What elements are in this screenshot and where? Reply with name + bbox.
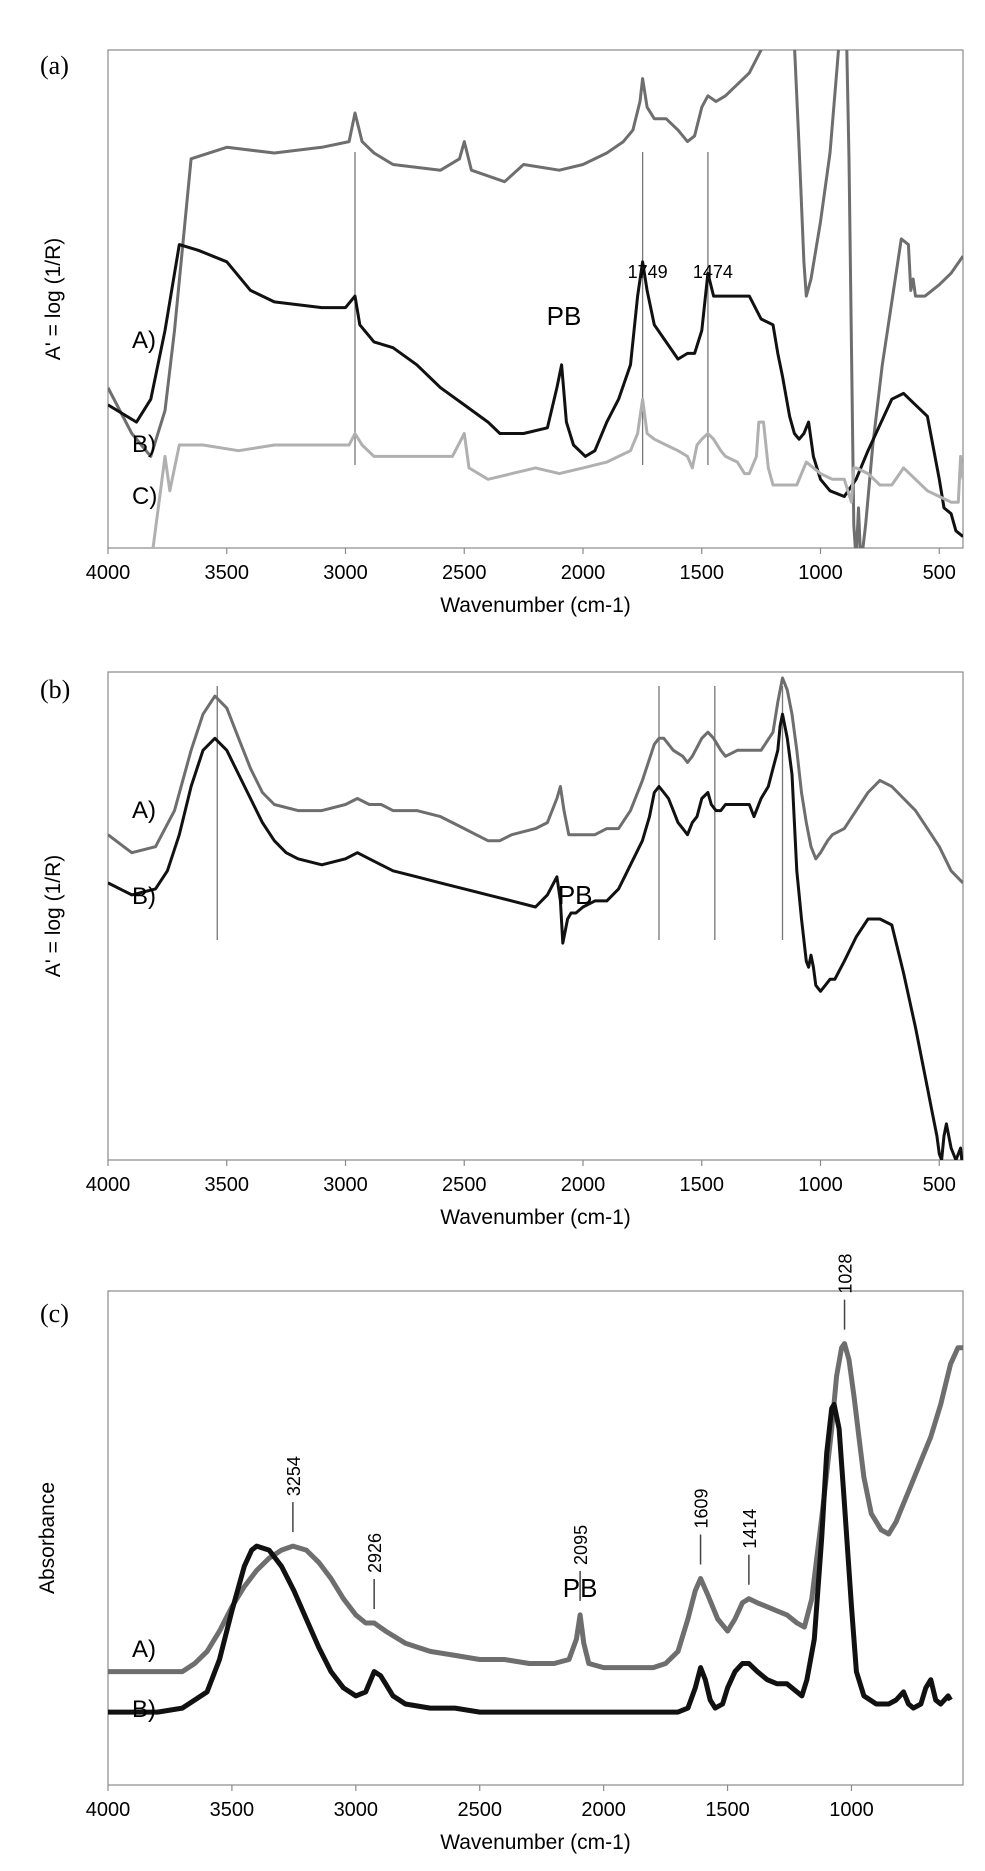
pb-annotation: PB xyxy=(558,880,593,910)
wavenumber-annotation: 1749 xyxy=(628,262,668,282)
x-axis-label: Wavenumber (cm-1) xyxy=(440,594,631,617)
x-tick-label: 3500 xyxy=(205,1174,250,1196)
chart-panel-1: A) B) C) 1749 1474 PB 4000 3500 3000 2500 2000 1500… xyxy=(40,49,964,617)
x-tick-label: 2000 xyxy=(581,1799,626,1821)
series-line-a xyxy=(108,50,963,548)
series-line-b xyxy=(108,243,963,538)
peak-label: 3254 xyxy=(284,1456,304,1496)
peak-label: 2095 xyxy=(571,1525,591,1565)
peak-label: 2926 xyxy=(365,1533,385,1573)
x-tick-label: 500 xyxy=(923,1174,956,1196)
x-tick-label: 4000 xyxy=(86,562,131,584)
series-line-c xyxy=(151,397,963,548)
chart-panel-2: A) B) PB 4000 3500 3000 2500 2000 1500 1000 500 Wav… xyxy=(40,671,964,1229)
series-line-b xyxy=(108,712,963,1160)
x-tick-label: 4000 xyxy=(86,1174,131,1196)
x-tick-label: 2000 xyxy=(561,1174,606,1196)
x-axis-label: Wavenumber (cm-1) xyxy=(440,1831,631,1854)
pb-annotation: PB xyxy=(547,301,582,331)
series-label: B) xyxy=(132,431,156,458)
x-tick-label: 3000 xyxy=(323,562,368,584)
series-line-b xyxy=(108,1401,953,1715)
panel-label: (b) xyxy=(40,675,70,704)
panel-label: (c) xyxy=(40,1299,69,1328)
series-label: A) xyxy=(132,1636,156,1663)
x-tick-label: 3500 xyxy=(205,562,250,584)
plot-frame xyxy=(107,671,964,1161)
x-tick-label: 2500 xyxy=(442,562,487,584)
panel-label: (a) xyxy=(40,51,69,80)
y-axis-label: A' = log (1/R) xyxy=(42,238,65,360)
y-axis-label: A' = log (1/R) xyxy=(42,855,65,977)
x-tick-label: 1500 xyxy=(705,1799,750,1821)
plot-frame xyxy=(107,49,964,549)
x-tick-label: 2000 xyxy=(561,562,606,584)
series-label: A) xyxy=(132,797,156,824)
pb-annotation: PB xyxy=(563,1573,598,1603)
peak-label: 1609 xyxy=(692,1488,712,1528)
x-tick-label: 1000 xyxy=(798,1174,843,1196)
chart-panel-3: A) B) 3254 2926 2095 1609 1414 1028 PB 4000 3500 30… xyxy=(36,1254,964,1854)
x-tick-label: 2500 xyxy=(457,1799,502,1821)
y-axis-label: Absorbance xyxy=(36,1482,59,1594)
series-label: C) xyxy=(132,483,157,510)
series-line-a xyxy=(108,1341,963,1675)
x-tick-label: 1500 xyxy=(680,562,725,584)
x-tick-label: 1500 xyxy=(680,1174,725,1196)
x-tick-label: 2500 xyxy=(442,1174,487,1196)
x-axis-label: Wavenumber (cm-1) xyxy=(440,1206,631,1229)
plot-frame xyxy=(107,1290,964,1786)
x-tick-label: 3000 xyxy=(334,1799,379,1821)
series-label: B) xyxy=(132,1696,156,1723)
x-tick-label: 3500 xyxy=(210,1799,255,1821)
series-label: A) xyxy=(132,327,156,354)
x-tick-label: 4000 xyxy=(86,1799,131,1821)
peak-label: 1028 xyxy=(836,1254,856,1294)
x-tick-label: 1000 xyxy=(829,1799,874,1821)
x-tick-label: 500 xyxy=(923,562,956,584)
wavenumber-annotation: 1474 xyxy=(693,262,733,282)
x-tick-label: 3000 xyxy=(323,1174,368,1196)
x-tick-label: 1000 xyxy=(798,562,843,584)
series-label: B) xyxy=(132,883,156,910)
series-line-a xyxy=(108,676,963,884)
peak-label: 1414 xyxy=(740,1509,760,1549)
